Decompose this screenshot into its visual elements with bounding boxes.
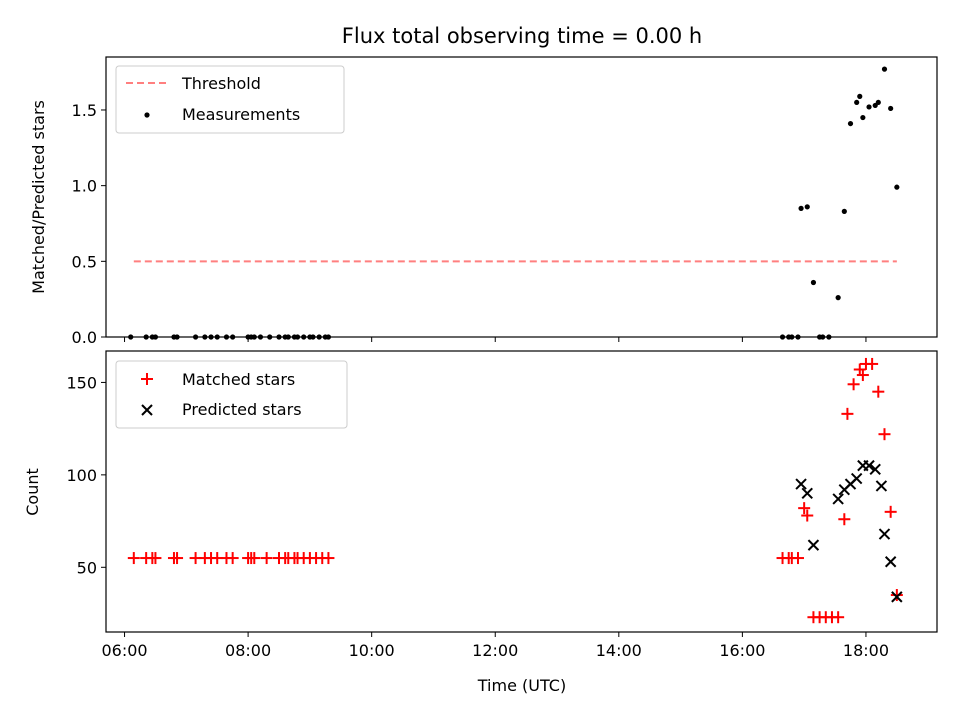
matched-stars-point — [838, 513, 851, 526]
measurement-point — [835, 295, 841, 301]
top-y-axis-label: Matched/Predicted stars — [29, 100, 48, 294]
predicted-stars-point — [850, 472, 863, 485]
bottom-x-tick-label: 14:00 — [596, 641, 642, 660]
matched-stars-point — [171, 552, 184, 565]
predicted-stars-point — [869, 463, 881, 476]
bottom-y-tick-label: 150 — [66, 373, 97, 392]
legend-threshold-label: Threshold — [181, 74, 261, 93]
bottom-legend-box — [115, 360, 348, 429]
top-y-tick-label: 0.0 — [72, 328, 97, 347]
matched-stars-point — [847, 378, 860, 391]
matched-stars-point — [866, 357, 879, 370]
top-ticks: 0.0 0.5 1.0 1.5 — [72, 101, 867, 347]
measurement-point — [881, 66, 888, 72]
predicted-stars-point — [807, 539, 820, 551]
top-plot-area — [128, 66, 900, 340]
matched-stars-point — [791, 552, 804, 565]
measurement-point — [875, 99, 881, 106]
predicted-stars-point — [863, 459, 875, 472]
predicted-stars-point — [795, 478, 807, 490]
predicted-stars-point — [884, 556, 897, 568]
measurement-point — [866, 104, 872, 110]
chart-title: Flux total observing time = 0.00 h — [342, 24, 702, 48]
bottom-y-tick-label: 50 — [77, 558, 97, 577]
top-legend: Threshold Measurements — [115, 65, 345, 134]
matched-stars-point — [890, 589, 903, 602]
measurement-point — [888, 105, 894, 112]
matched-stars-point — [248, 552, 261, 565]
matched-stars-point — [878, 428, 891, 441]
measurement-point — [847, 120, 854, 127]
predicted-stars-point — [801, 487, 813, 500]
bottom-x-tick-label: 16:00 — [719, 641, 765, 660]
predicted-stars-point — [832, 493, 844, 505]
top-axes-frame — [105, 56, 938, 338]
matched-stars-point — [801, 509, 814, 522]
measurement-point — [804, 204, 810, 210]
legend-matched-marker — [141, 373, 153, 385]
legend-predicted-label: Predicted stars — [182, 400, 302, 419]
top-y-tick-label: 0.5 — [72, 252, 97, 271]
bottom-y-axis-label: Count — [23, 468, 42, 516]
measurement-point — [857, 93, 863, 99]
bottom-x-tick-label: 18:00 — [843, 641, 889, 660]
matched-stars-point — [260, 552, 273, 565]
bottom-ticks: 06:00 08:00 10:00 12:00 14:00 16:00 18:00 50 100… — [66, 373, 889, 660]
predicted-stars-point — [875, 480, 888, 492]
bottom-y-tick-label: 100 — [66, 466, 97, 485]
bottom-plot-area — [127, 357, 903, 624]
bottom-axes-frame — [105, 350, 938, 633]
matched-stars-point — [798, 502, 811, 515]
legend-matched-label: Matched stars — [182, 370, 295, 389]
top-y-tick-label: 1.0 — [72, 177, 97, 196]
matched-stars-point — [226, 552, 239, 565]
bottom-legend: Matched stars Predicted stars — [115, 360, 348, 429]
matched-stars-point — [322, 552, 335, 565]
bottom-x-tick-label: 10:00 — [349, 641, 395, 660]
measurement-point — [854, 99, 860, 106]
bottom-x-tick-label: 12:00 — [472, 641, 518, 660]
bottom-x-tick-label: 08:00 — [225, 641, 271, 660]
bottom-x-tick-label: 06:00 — [101, 641, 147, 660]
legend-predicted-marker — [141, 404, 153, 416]
matched-stars-point — [841, 407, 854, 420]
matched-stars-point — [127, 552, 140, 565]
matched-stars-point — [832, 611, 845, 624]
legend-measurements-marker — [144, 112, 150, 118]
predicted-stars-point — [878, 528, 891, 540]
measurement-point — [841, 208, 847, 214]
bottom-x-axis-label: Time (UTC) — [477, 676, 566, 695]
matched-stars-point — [872, 385, 885, 398]
matched-stars-point — [149, 552, 162, 565]
matched-stars-point — [856, 369, 869, 382]
top-y-tick-label: 1.5 — [72, 101, 97, 120]
predicted-stars-point — [891, 591, 903, 603]
measurement-point — [860, 114, 866, 121]
matched-stars-point — [884, 505, 897, 518]
top-legend-box — [115, 65, 345, 134]
legend-measurements-label: Measurements — [182, 105, 300, 124]
measurement-point — [810, 279, 817, 286]
measurement-point — [798, 205, 804, 211]
measurement-point — [894, 184, 900, 190]
